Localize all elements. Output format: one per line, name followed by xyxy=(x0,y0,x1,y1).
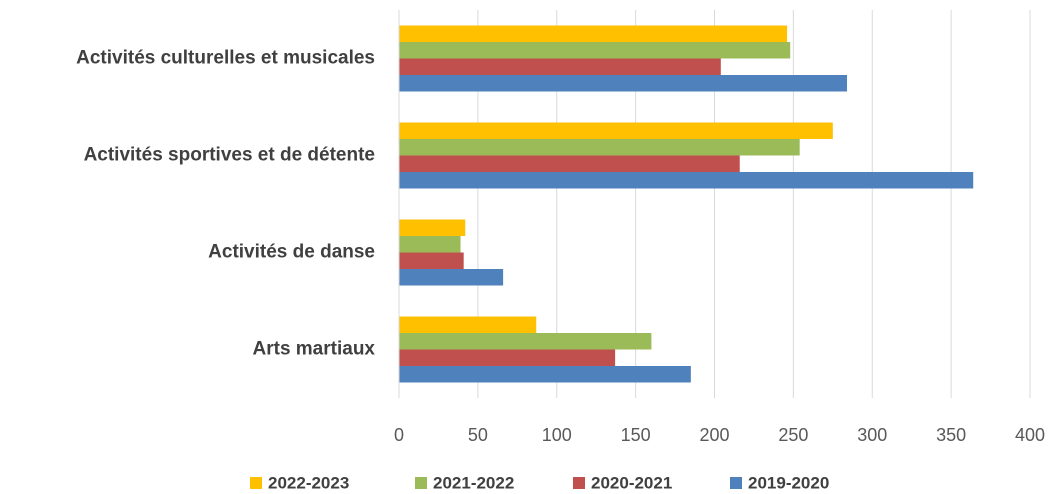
bar xyxy=(399,269,504,286)
legend-swatch xyxy=(415,477,427,489)
legend-swatch xyxy=(573,477,585,489)
bar xyxy=(399,366,691,383)
x-tick-label: 250 xyxy=(778,425,808,445)
legend-swatch xyxy=(730,477,742,489)
bar xyxy=(399,25,788,42)
bar xyxy=(399,58,721,75)
x-tick-label: 50 xyxy=(468,425,488,445)
x-tick-label: 400 xyxy=(1015,425,1045,445)
legend-label: 2019-2020 xyxy=(748,473,829,492)
bar xyxy=(399,75,848,92)
bar xyxy=(399,122,833,139)
bar xyxy=(399,155,740,172)
legend-label: 2021-2022 xyxy=(433,473,514,492)
x-tick-label: 150 xyxy=(621,425,651,445)
bar xyxy=(399,333,652,350)
bar xyxy=(399,252,464,269)
bar xyxy=(399,42,791,59)
x-tick-label: 350 xyxy=(936,425,966,445)
legend-label: 2020-2021 xyxy=(591,473,672,492)
category-label: Activités sportives et de détente xyxy=(84,145,375,166)
bar xyxy=(399,236,461,253)
legend-swatch xyxy=(250,477,262,489)
category-label: Activités culturelles et musicales xyxy=(76,48,375,69)
x-tick-label: 100 xyxy=(542,425,572,445)
legend-label: 2022-2023 xyxy=(268,473,349,492)
bar xyxy=(399,316,537,333)
bar xyxy=(399,172,974,189)
x-tick-label: 0 xyxy=(394,425,404,445)
category-label: Arts martiaux xyxy=(253,339,376,360)
x-tick-label: 200 xyxy=(699,425,729,445)
x-tick-label: 300 xyxy=(857,425,887,445)
category-label: Activités de danse xyxy=(208,242,375,263)
bar xyxy=(399,349,616,366)
bar xyxy=(399,219,466,236)
bar xyxy=(399,139,800,156)
